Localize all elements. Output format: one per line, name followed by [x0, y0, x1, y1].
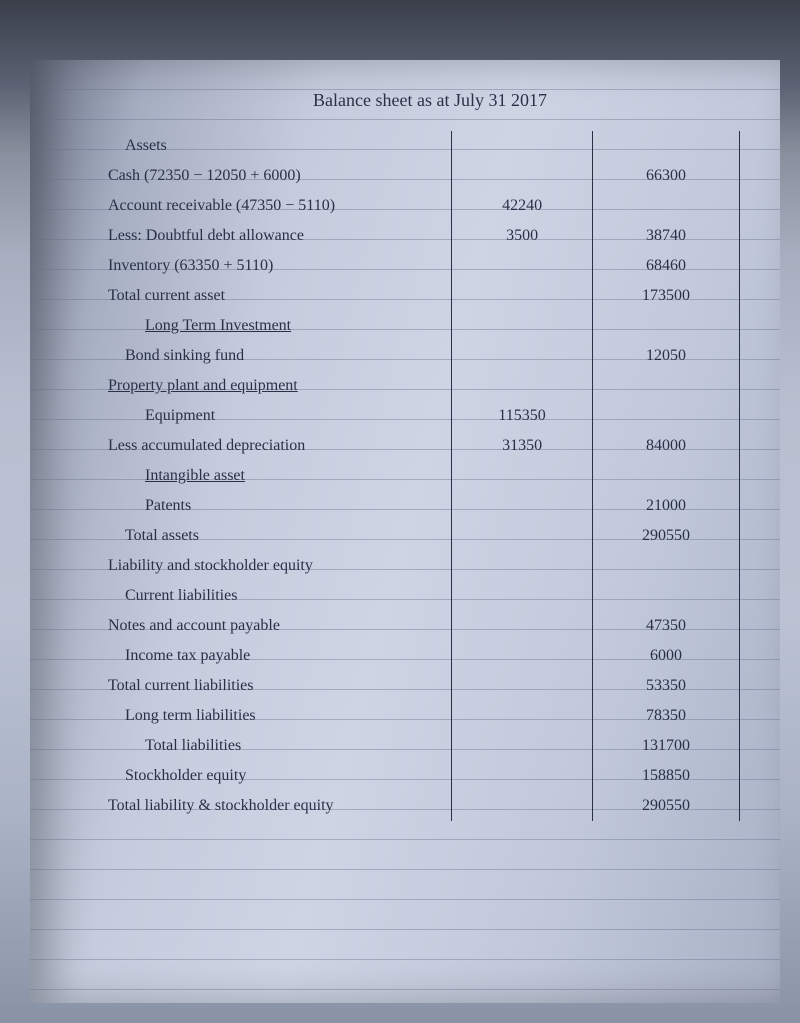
row-col2	[592, 191, 739, 221]
row-description: Income tax payable	[100, 641, 452, 671]
table-row: Income tax payable 6000	[100, 641, 740, 671]
table-row: Total liabilities 131700	[100, 731, 740, 761]
table-row: Property plant and equipment	[100, 371, 740, 401]
table-row: Notes and account payable 47350	[100, 611, 740, 641]
row-description: Total liability & stockholder equity	[100, 791, 452, 821]
row-col2	[592, 311, 739, 341]
row-description: Inventory (63350 + 5110)	[100, 251, 452, 281]
row-description: Stockholder equity	[100, 761, 452, 791]
table-row: Long term liabilities 78350	[100, 701, 740, 731]
row-description: Total current liabilities	[100, 671, 452, 701]
table-row: Less accumulated depreciation3135084000	[100, 431, 740, 461]
row-description: Assets	[100, 131, 452, 161]
row-col1	[452, 761, 593, 791]
row-col1	[452, 731, 593, 761]
row-col1	[452, 551, 593, 581]
row-description: Cash (72350 − 12050 + 6000)	[100, 161, 452, 191]
handwritten-content: Balance sheet as at July 31 2017 AssetsC…	[100, 90, 740, 821]
row-col1	[452, 641, 593, 671]
row-description: Current liabilities	[100, 581, 452, 611]
sheet-title: Balance sheet as at July 31 2017	[100, 90, 740, 111]
table-row: Less: Doubtful debt allowance350038740	[100, 221, 740, 251]
table-row: Account receivable (47350 − 5110)42240	[100, 191, 740, 221]
table-row: Stockholder equity 158850	[100, 761, 740, 791]
row-col1	[452, 131, 593, 161]
row-col2: 53350	[592, 671, 739, 701]
row-col2: 21000	[592, 491, 739, 521]
row-col1	[452, 701, 593, 731]
notebook-page: Balance sheet as at July 31 2017 AssetsC…	[30, 60, 780, 1003]
row-col2: 38740	[592, 221, 739, 251]
row-col1	[452, 371, 593, 401]
row-col2: 66300	[592, 161, 739, 191]
table-row: Total liability & stockholder equity 2905…	[100, 791, 740, 821]
row-col1: 3500	[452, 221, 593, 251]
row-col1: 115350	[452, 401, 593, 431]
row-col2	[592, 401, 739, 431]
row-col2: 131700	[592, 731, 739, 761]
table-row: Liability and stockholder equity	[100, 551, 740, 581]
table-row: Inventory (63350 + 5110) 68460	[100, 251, 740, 281]
row-description: Total current asset	[100, 281, 452, 311]
table-row: Cash (72350 − 12050 + 6000) 66300	[100, 161, 740, 191]
table-row: Total current asset 173500	[100, 281, 740, 311]
row-col2: 158850	[592, 761, 739, 791]
row-col2	[592, 461, 739, 491]
row-col2	[592, 131, 739, 161]
row-col2	[592, 551, 739, 581]
row-description: Intangible asset	[100, 461, 452, 491]
row-col1	[452, 611, 593, 641]
table-row: Intangible asset	[100, 461, 740, 491]
row-col1	[452, 251, 593, 281]
row-description: Total assets	[100, 521, 452, 551]
row-col2: 12050	[592, 341, 739, 371]
row-col1: 31350	[452, 431, 593, 461]
row-description: Long Term Investment	[100, 311, 452, 341]
row-col2	[592, 371, 739, 401]
row-description: Bond sinking fund	[100, 341, 452, 371]
table-row: Patents 21000	[100, 491, 740, 521]
row-col1	[452, 521, 593, 551]
table-row: Assets	[100, 131, 740, 161]
row-description: Notes and account payable	[100, 611, 452, 641]
row-col2: 290550	[592, 791, 739, 821]
table-row: Total assets 290550	[100, 521, 740, 551]
row-col2: 6000	[592, 641, 739, 671]
row-description: Equipment	[100, 401, 452, 431]
row-col2: 173500	[592, 281, 739, 311]
row-col1	[452, 791, 593, 821]
table-row: Long Term Investment	[100, 311, 740, 341]
row-col1	[452, 671, 593, 701]
row-description: Total liabilities	[100, 731, 452, 761]
row-col1: 42240	[452, 191, 593, 221]
row-col2: 68460	[592, 251, 739, 281]
row-col2: 47350	[592, 611, 739, 641]
row-col1	[452, 311, 593, 341]
table-row: Total current liabilities 53350	[100, 671, 740, 701]
row-description: Patents	[100, 491, 452, 521]
row-col1	[452, 281, 593, 311]
row-col1	[452, 341, 593, 371]
row-description: Property plant and equipment	[100, 371, 452, 401]
row-description: Liability and stockholder equity	[100, 551, 452, 581]
balance-sheet-table: AssetsCash (72350 − 12050 + 6000)66300Ac…	[100, 131, 740, 821]
row-col2: 78350	[592, 701, 739, 731]
row-col1	[452, 491, 593, 521]
row-col1	[452, 581, 593, 611]
row-description: Less: Doubtful debt allowance	[100, 221, 452, 251]
row-description: Less accumulated depreciation	[100, 431, 452, 461]
row-col2: 290550	[592, 521, 739, 551]
row-description: Account receivable (47350 − 5110)	[100, 191, 452, 221]
table-row: Current liabilities	[100, 581, 740, 611]
row-col2: 84000	[592, 431, 739, 461]
row-col1	[452, 461, 593, 491]
row-description: Long term liabilities	[100, 701, 452, 731]
row-col1	[452, 161, 593, 191]
row-col2	[592, 581, 739, 611]
table-row: Equipment115350	[100, 401, 740, 431]
table-row: Bond sinking fund 12050	[100, 341, 740, 371]
